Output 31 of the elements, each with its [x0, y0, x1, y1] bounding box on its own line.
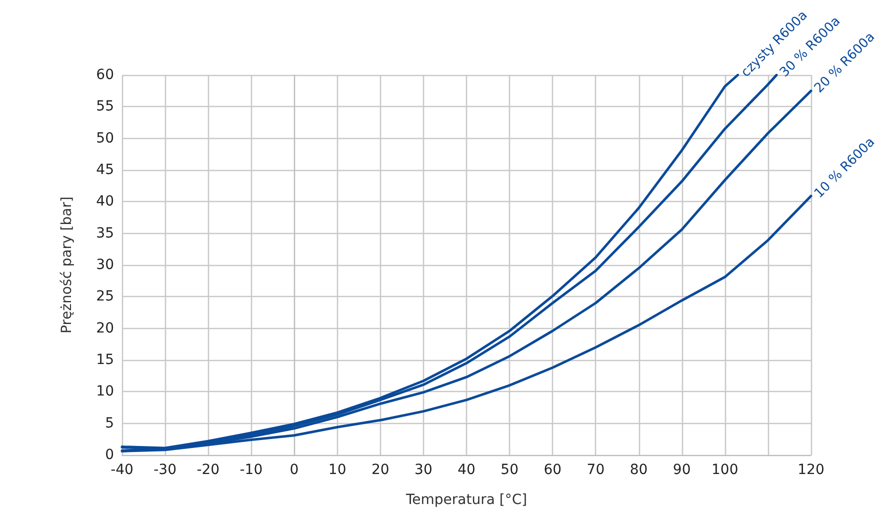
y-axis-title: Prężność pary [bar]	[59, 196, 75, 334]
x-tick-label: 70	[586, 462, 605, 478]
x-tick-label: 50	[500, 462, 518, 478]
x-tick-label: 100	[712, 462, 738, 478]
x-tick-label: 40	[458, 462, 476, 478]
x-tick-label: -10	[240, 462, 263, 478]
y-tick-label: 40	[96, 194, 114, 210]
y-tick-label: 50	[96, 130, 114, 146]
y-tick-label: 15	[96, 352, 114, 368]
x-axis-title: Temperatura [°C]	[404, 492, 528, 508]
y-tick-label: 20	[96, 320, 114, 336]
x-tick-label: -30	[154, 462, 176, 478]
y-tick-label: 5	[105, 415, 114, 432]
x-tick-label: -40	[110, 462, 134, 478]
x-tick-label: -20	[196, 462, 220, 478]
y-tick-label: 55	[96, 98, 114, 115]
x-tick-label: 60	[544, 462, 562, 478]
y-tick-label: 30	[96, 257, 114, 273]
x-tick-label: 20	[371, 462, 390, 478]
x-tick-label: 10	[328, 462, 346, 478]
y-tick-label: 0	[105, 447, 114, 463]
y-tick-label: 60	[96, 67, 114, 83]
x-tick-label: 90	[672, 462, 691, 478]
y-tick-label: 45	[96, 162, 114, 178]
y-tick-label: 35	[96, 225, 114, 242]
y-tick-label: 25	[96, 288, 114, 305]
x-tick-label: 80	[630, 462, 648, 478]
x-tick-label: 30	[414, 462, 432, 478]
x-tick-label: 0	[290, 462, 299, 478]
x-tick-label: 120	[798, 462, 824, 478]
y-tick-label: 10	[96, 384, 114, 400]
